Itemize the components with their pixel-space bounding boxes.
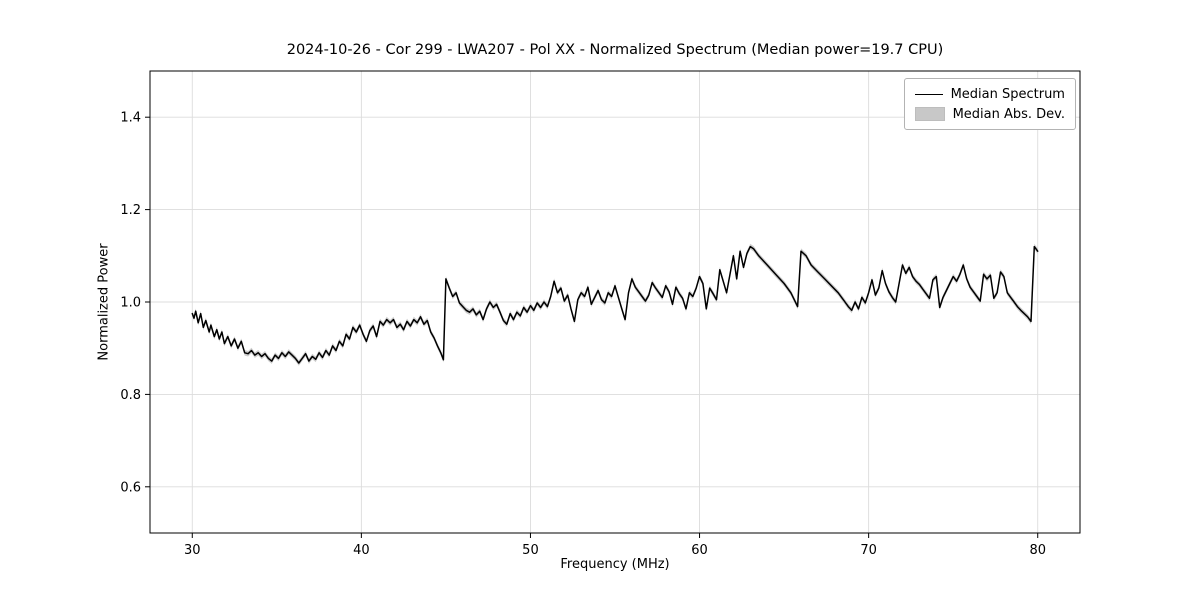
svg-text:0.8: 0.8 — [120, 388, 141, 403]
chart-title: 2024-10-26 - Cor 299 - LWA207 - Pol XX -… — [286, 42, 944, 58]
mad-band — [192, 243, 1038, 366]
svg-text:40: 40 — [353, 543, 370, 558]
legend-label-median-spectrum: Median Spectrum — [950, 86, 1065, 102]
patch-swatch-icon — [914, 107, 945, 121]
y-axis-label: Normalized Power — [96, 243, 112, 361]
line-swatch-icon — [914, 93, 943, 95]
svg-text:70: 70 — [860, 543, 877, 558]
y-axis-ticks: 0.6 0.8 1.0 1.2 1.4 — [120, 111, 150, 495]
legend: Median Spectrum Median Abs. Dev. — [903, 78, 1076, 130]
x-axis-label: Frequency (MHz) — [560, 557, 670, 572]
svg-text:30: 30 — [184, 543, 201, 558]
svg-text:1.4: 1.4 — [120, 111, 141, 126]
legend-label-median-abs-dev: Median Abs. Dev. — [952, 106, 1065, 122]
x-axis-ticks: 30 40 50 60 70 80 — [184, 533, 1046, 558]
grid-lines — [150, 71, 1080, 533]
legend-item-median-abs-dev: Median Abs. Dev. — [914, 104, 1065, 124]
svg-text:50: 50 — [522, 543, 539, 558]
svg-text:0.6: 0.6 — [120, 480, 141, 495]
svg-text:60: 60 — [691, 543, 708, 558]
legend-item-median-spectrum: Median Spectrum — [914, 84, 1065, 104]
svg-text:1.0: 1.0 — [120, 296, 141, 311]
svg-text:80: 80 — [1029, 543, 1046, 558]
svg-text:1.2: 1.2 — [120, 203, 141, 218]
median-spectrum-line — [191, 245, 1039, 364]
